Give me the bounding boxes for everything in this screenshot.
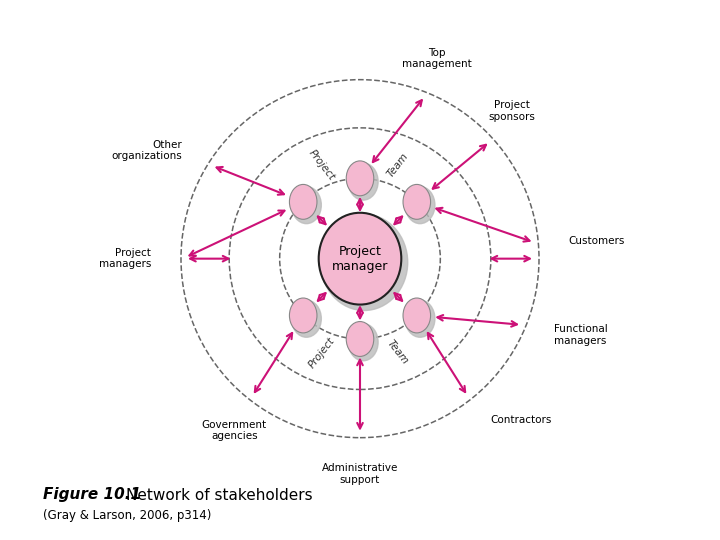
Text: Contractors: Contractors: [490, 415, 552, 424]
Ellipse shape: [346, 161, 374, 196]
Text: Project: Project: [307, 148, 337, 183]
Text: Project
manager: Project manager: [332, 245, 388, 273]
Text: Project
sponsors: Project sponsors: [488, 100, 535, 122]
Ellipse shape: [348, 323, 378, 361]
Ellipse shape: [319, 213, 401, 305]
Ellipse shape: [403, 185, 431, 219]
Ellipse shape: [405, 300, 435, 338]
Text: Government
agencies: Government agencies: [202, 420, 267, 441]
Ellipse shape: [289, 185, 317, 219]
Text: (Gray & Larson, 2006, p314): (Gray & Larson, 2006, p314): [43, 509, 212, 523]
Ellipse shape: [320, 214, 408, 310]
Text: Network of stakeholders: Network of stakeholders: [126, 488, 312, 503]
Text: Figure 10.1: Figure 10.1: [43, 488, 147, 503]
Ellipse shape: [346, 321, 374, 356]
Text: Functional
managers: Functional managers: [554, 325, 608, 346]
Ellipse shape: [405, 186, 435, 224]
Text: Project: Project: [307, 335, 337, 369]
Text: Team: Team: [385, 151, 410, 179]
Text: Customers: Customers: [568, 236, 624, 246]
Ellipse shape: [289, 298, 317, 333]
Ellipse shape: [348, 163, 378, 200]
Text: Project
managers: Project managers: [99, 248, 151, 269]
Ellipse shape: [403, 298, 431, 333]
Ellipse shape: [292, 300, 321, 338]
Text: Administrative
support: Administrative support: [322, 463, 398, 484]
Text: Other
organizations: Other organizations: [112, 140, 182, 161]
Text: Team: Team: [385, 338, 410, 367]
Text: Top
management: Top management: [402, 48, 472, 69]
Ellipse shape: [292, 186, 321, 224]
